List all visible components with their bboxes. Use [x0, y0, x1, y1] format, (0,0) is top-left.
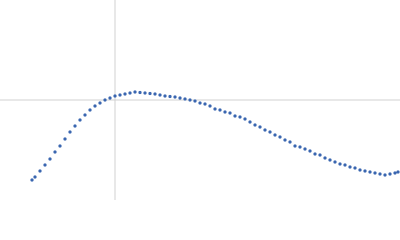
point — [33, 175, 37, 179]
point — [248, 120, 252, 124]
point — [183, 97, 187, 101]
point — [373, 171, 377, 175]
point — [208, 104, 212, 108]
point — [278, 135, 282, 139]
point — [133, 90, 137, 94]
point — [368, 170, 372, 174]
point — [293, 144, 297, 148]
point — [353, 166, 357, 170]
point — [273, 133, 277, 137]
point — [63, 137, 67, 141]
point — [108, 96, 112, 100]
point — [113, 94, 117, 98]
point — [243, 117, 247, 121]
point — [43, 163, 47, 167]
point — [233, 114, 237, 118]
point — [348, 165, 352, 169]
point — [303, 147, 307, 151]
point — [393, 171, 397, 175]
point — [163, 94, 167, 98]
point — [263, 128, 267, 132]
point — [288, 140, 292, 144]
point — [48, 157, 52, 161]
point — [30, 178, 34, 182]
point — [378, 172, 382, 176]
point — [268, 130, 272, 134]
point — [148, 91, 152, 96]
point — [223, 110, 227, 114]
point — [83, 113, 87, 117]
point — [218, 108, 222, 112]
point — [388, 172, 392, 176]
point — [383, 173, 387, 177]
point — [313, 152, 317, 156]
point — [213, 107, 217, 111]
point — [343, 163, 347, 167]
point — [238, 115, 242, 119]
point — [158, 93, 162, 97]
point — [323, 156, 327, 160]
point — [123, 92, 127, 96]
point — [178, 96, 182, 100]
point — [173, 95, 177, 99]
point — [328, 158, 332, 162]
point — [118, 93, 122, 97]
point — [188, 98, 192, 102]
point — [68, 130, 72, 134]
point — [333, 160, 337, 164]
point — [78, 118, 82, 122]
point — [396, 170, 400, 174]
point — [283, 138, 287, 142]
point — [93, 104, 97, 108]
point — [308, 149, 312, 153]
point — [53, 150, 57, 154]
point — [318, 153, 322, 157]
point — [338, 162, 342, 166]
point — [143, 91, 147, 95]
point — [153, 92, 157, 96]
point — [193, 99, 197, 103]
point — [58, 144, 62, 148]
point — [73, 124, 77, 128]
point — [168, 94, 172, 99]
point — [358, 168, 362, 172]
chart — [0, 0, 400, 200]
point — [103, 98, 107, 102]
point — [363, 169, 367, 173]
point — [298, 145, 302, 149]
point — [258, 125, 262, 129]
point — [138, 90, 142, 95]
point — [203, 102, 207, 106]
point — [198, 101, 202, 105]
point — [253, 123, 257, 127]
point — [98, 101, 102, 105]
point — [128, 91, 132, 95]
point — [38, 169, 42, 173]
point — [88, 108, 92, 112]
point — [228, 111, 232, 115]
